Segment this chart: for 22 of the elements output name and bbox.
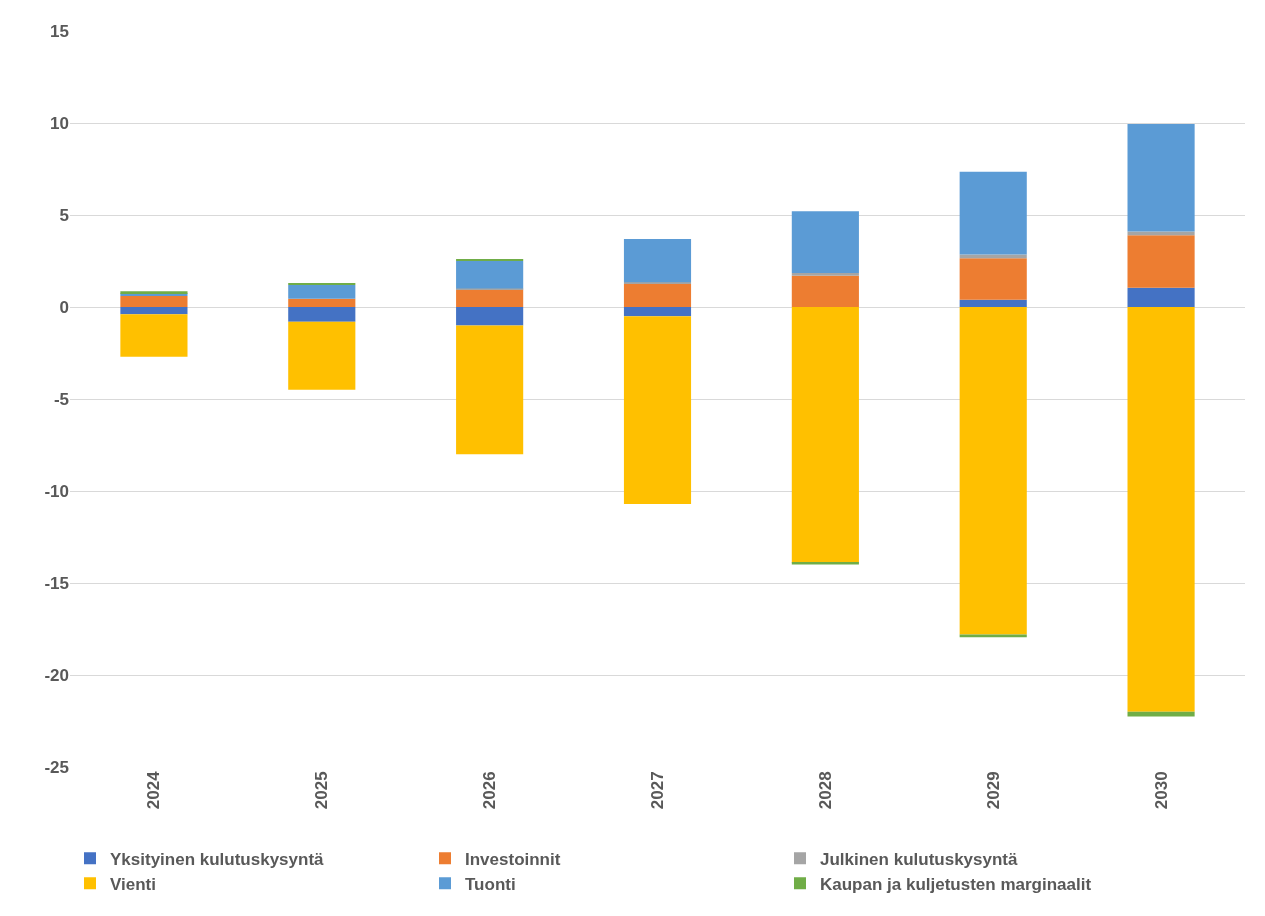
x-tick-label: 2030	[1151, 771, 1171, 810]
legend-label: Tuonti	[465, 874, 516, 894]
y-tick-label: 5	[59, 205, 69, 225]
legend-label: Yksityinen kulutuskysyntä	[110, 849, 325, 869]
y-tick-label: -5	[53, 389, 69, 409]
legend-label: Investoinnit	[465, 849, 561, 869]
x-tick-label: 2026	[480, 771, 500, 810]
x-tick-label: 2029	[983, 771, 1003, 810]
y-tick-label: 15	[50, 21, 69, 41]
legend-label: Vienti	[110, 874, 156, 894]
y-tick-label: 0	[59, 297, 69, 317]
y-tick-label: -20	[44, 665, 69, 685]
y-tick-label: -10	[44, 481, 69, 501]
x-tick-label: 2024	[144, 770, 164, 810]
legend-label: Julkinen kulutuskysyntä	[820, 849, 1018, 869]
x-tick-label: 2027	[648, 771, 668, 810]
legend-label: Kaupan ja kuljetusten marginaalit	[820, 874, 1092, 894]
y-tick-label: -25	[44, 757, 69, 777]
x-tick-label: 2028	[815, 771, 835, 810]
y-tick-label: -15	[44, 573, 69, 593]
y-tick-label: 10	[50, 113, 69, 133]
x-tick-label: 2025	[312, 771, 332, 810]
